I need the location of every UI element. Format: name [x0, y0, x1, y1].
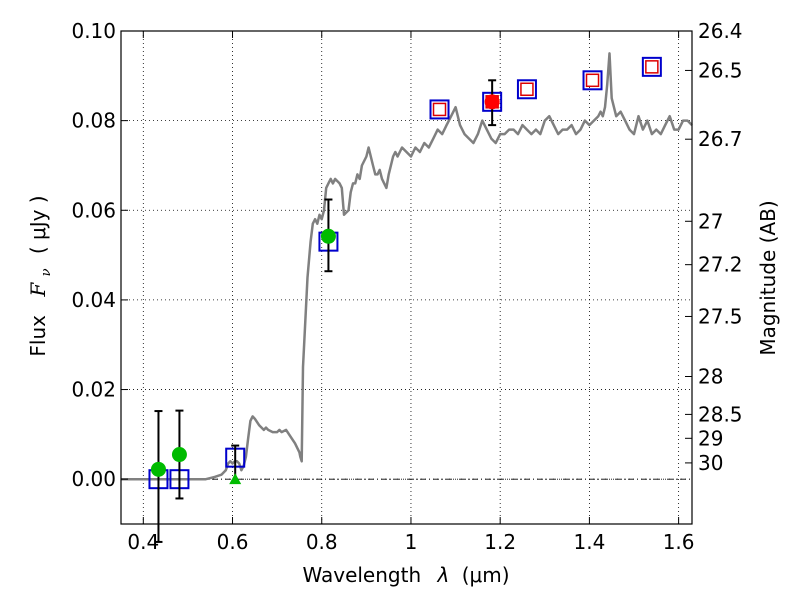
y-tick-label: 0.04: [71, 288, 116, 312]
x-tick-label: 0.6: [217, 530, 249, 554]
model-photometry-box: [582, 70, 603, 91]
model-photometry-inner-box: [520, 82, 534, 97]
plot-border: [120, 30, 693, 525]
observed-flux-point: [171, 447, 187, 463]
axis-ticks: 0.4 0.6 0.8 1 1.2 1.4 1.6 0.00 0.02 0.04 0.06 0.08 0…: [71, 19, 742, 554]
magnitude-tick-label: 27: [698, 209, 723, 233]
x-axis-label-unit: (μm): [462, 563, 510, 587]
model-spectrum-series: [121, 52, 693, 481]
x-axis-label-symbol: λ: [437, 563, 450, 587]
y-tick-label: 0.10: [71, 19, 116, 43]
x-tick-label: 1.6: [663, 530, 695, 554]
model-photometry-box: [516, 79, 537, 100]
observed-upper-limit-marker: [229, 473, 242, 485]
magnitude-tick-label: 30: [698, 451, 723, 475]
magnitude-tick-label: 27.5: [698, 304, 743, 328]
y-tick-label: 0.00: [71, 467, 116, 491]
magnitude-tick-label: 28: [698, 365, 723, 389]
plot-frame: [120, 30, 693, 525]
model-photometry-box: [429, 99, 450, 120]
x-axis-label-text: Wavelength: [302, 563, 421, 587]
x-tick-label: 0.8: [306, 530, 338, 554]
observed-flux-point: [320, 228, 336, 244]
magnitude-tick-label: 28.5: [698, 402, 743, 426]
model-photometry-inner-box: [432, 102, 447, 117]
y-axis-label-symbol: F: [26, 282, 50, 298]
y-tick-label: 0.08: [71, 109, 116, 133]
x-tick-label: 0.4: [127, 530, 159, 554]
magnitude-axis-label: Magnitude (AB): [756, 200, 780, 355]
x-tick-label: 1.4: [573, 530, 605, 554]
magnitude-tick-label: 26.7: [698, 127, 743, 151]
y-tick-label: 0.06: [71, 198, 116, 222]
magnitude-tick-label: 29: [698, 426, 723, 450]
model-photometry-inner-box: [585, 73, 600, 88]
magnitude-tick-label: 26.5: [698, 58, 743, 82]
observed-flux-point: [150, 461, 166, 477]
x-tick-label: 1.2: [484, 530, 516, 554]
y-axis-label-subscript: ν: [39, 268, 54, 276]
observed-flux-point: [484, 94, 500, 110]
y-axis-label-unit: ( μJy ): [26, 195, 50, 254]
model-photometry-inner-box: [645, 60, 659, 74]
model-photometry-box: [641, 56, 662, 77]
magnitude-tick-label: 27.2: [698, 253, 743, 277]
x-tick-label: 1: [405, 530, 418, 554]
y-axis-label: Flux F ν ( μJy ): [26, 195, 55, 356]
x-axis-label: Wavelength λ (μm): [302, 563, 509, 587]
y-tick-label: 0.02: [71, 378, 116, 402]
photometry-points: [148, 56, 662, 543]
model-spectrum-line: [121, 52, 693, 481]
y-axis-label-text: Flux: [26, 315, 50, 357]
magnitude-tick-label: 26.4: [698, 19, 743, 43]
